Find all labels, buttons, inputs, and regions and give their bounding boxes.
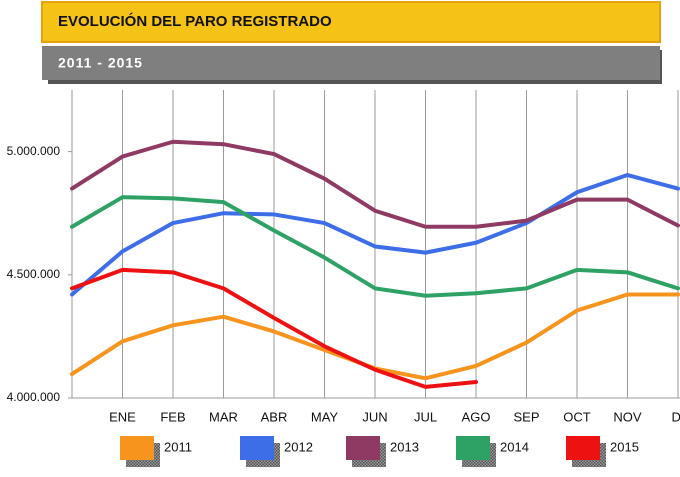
- legend-label: 2014: [500, 439, 529, 454]
- legend-swatch: [346, 436, 380, 460]
- legend-swatch: [456, 436, 490, 460]
- x-tick-label: SEP: [513, 409, 539, 424]
- x-tick-label: DI: [672, 409, 680, 424]
- x-tick-label: MAR: [209, 409, 238, 424]
- x-tick-label: FEB: [160, 409, 185, 424]
- x-tick-label: ENE: [109, 409, 136, 424]
- legend-label: 2011: [164, 439, 192, 454]
- legend-swatch: [120, 436, 154, 460]
- x-tick-label: JUN: [362, 409, 387, 424]
- chart-subtitle: 2011 - 2015: [58, 55, 143, 71]
- chart-title: EVOLUCIÓN DEL PARO REGISTRADO: [58, 12, 332, 30]
- x-tick-label: NOV: [613, 409, 642, 424]
- x-tick-label: MAY: [311, 409, 339, 424]
- legend-swatch: [240, 436, 274, 460]
- x-tick-label: OCT: [563, 409, 591, 424]
- x-tick-label: ABR: [261, 409, 288, 424]
- legend-label: 2012: [284, 439, 313, 454]
- x-tick-label: AGO: [462, 409, 491, 424]
- legend-swatch: [566, 436, 600, 460]
- y-tick-label: 5.000.000: [7, 144, 61, 158]
- legend-label: 2013: [390, 439, 419, 454]
- legend-label: 2015: [610, 439, 639, 454]
- y-tick-label: 4.500.000: [7, 267, 61, 281]
- x-tick-label: JUL: [414, 409, 437, 424]
- y-tick-label: 4.000.000: [7, 390, 61, 404]
